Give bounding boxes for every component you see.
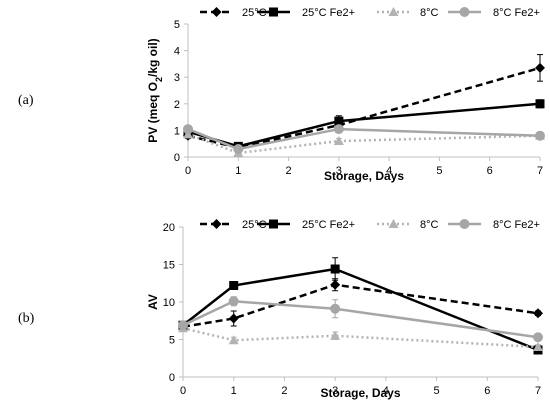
y-tick-label: 0	[174, 152, 180, 164]
x-tick-label: 1	[235, 165, 241, 177]
legend-entry: 8°C	[377, 7, 439, 19]
series-line	[182, 299, 539, 339]
data-point	[228, 313, 239, 324]
data-point	[533, 342, 543, 351]
x-axis-title: Storage, Days	[320, 386, 400, 400]
data-point	[178, 320, 188, 331]
legend-marker	[459, 219, 470, 229]
x-tick-label: 2	[286, 165, 292, 177]
data-point	[334, 116, 344, 126]
series-line	[187, 127, 541, 151]
legend-marker	[269, 7, 278, 17]
series-line	[182, 327, 539, 349]
x-tick-label: 3	[332, 385, 338, 397]
legend-marker	[388, 7, 399, 16]
legend-entry: 8°C Fe2+	[448, 219, 540, 231]
x-tick-label: 5	[436, 165, 442, 177]
data-point	[535, 130, 545, 141]
series-25-c-fe2-	[183, 99, 545, 151]
legend-entry: 25°C Fe2+	[257, 219, 355, 231]
legend-label: 25°C	[242, 7, 267, 19]
y-tick-label: 2	[174, 99, 180, 111]
y-tick-label: 1	[174, 125, 180, 137]
panel-a-pv-chart: 0 1 2 3 4 5 0 1 2 3 4 5 6 7 Storage, Days PV (meq O2/kg…	[18, 7, 545, 183]
series-line	[182, 267, 539, 352]
y-tick-label: 10	[163, 297, 175, 309]
legend-label: 8°C Fe2+	[493, 219, 540, 231]
data-point	[228, 335, 239, 345]
data-point	[228, 296, 239, 307]
legend-label: 25°C	[242, 219, 267, 231]
legend-entry: 25°C Fe2+	[257, 7, 355, 19]
data-point	[330, 279, 341, 290]
panel-label: (b)	[18, 311, 35, 326]
series-8-c-fe2-	[178, 296, 543, 343]
data-point	[233, 144, 244, 155]
data-point	[330, 264, 340, 274]
legend-marker	[388, 219, 399, 228]
legend-entry: 25°C	[200, 7, 267, 19]
legend-label: 8°C	[420, 7, 439, 19]
data-point	[533, 332, 543, 343]
y-tick-label: 4	[174, 46, 180, 58]
x-tick-label: 7	[535, 385, 541, 397]
legend-label: 25°C Fe2+	[302, 7, 355, 19]
panel-label: (a)	[18, 93, 34, 108]
y-tick-label: 5	[174, 19, 180, 31]
x-tick-label: 1	[231, 385, 237, 397]
data-point	[533, 308, 543, 319]
data-point	[330, 303, 341, 314]
x-tick-label: 6	[487, 165, 493, 177]
legend-entry: 25°C	[200, 219, 267, 231]
legend-entry: 8°C	[377, 219, 439, 231]
y-tick-label: 5	[169, 335, 175, 347]
x-tick-label: 4	[386, 165, 392, 177]
series-line	[182, 283, 539, 328]
y-tick-label: 15	[163, 260, 175, 272]
y-tick-label: 3	[174, 72, 180, 84]
y-tick-label: 0	[169, 372, 175, 384]
legend-label: 8°C Fe2+	[493, 7, 540, 19]
x-tick-label: 2	[281, 385, 287, 397]
x-tick-label: 0	[180, 385, 186, 397]
series-line	[187, 133, 541, 155]
x-tick-label: 4	[383, 385, 389, 397]
data-point	[535, 99, 545, 109]
data-point	[330, 330, 341, 340]
legend-marker	[211, 7, 222, 17]
x-tick-label: 3	[336, 165, 342, 177]
legend-label: 25°C Fe2+	[302, 219, 355, 231]
data-point	[183, 124, 193, 135]
legend-label: 8°C	[420, 219, 439, 231]
data-point	[535, 62, 545, 73]
x-tick-label: 5	[434, 385, 440, 397]
legend-entry: 8°C Fe2+	[448, 7, 540, 19]
x-tick-label: 7	[537, 165, 543, 177]
data-point	[333, 136, 344, 146]
panel-b-av-chart: 0 5 10 15 20 0 1 2 3 4 5 6 7 Storage, Days AV (b) 25°C 25…	[18, 219, 543, 400]
data-point	[333, 124, 344, 135]
series-8-c-fe2-	[183, 124, 545, 155]
x-axis-title: Storage, Days	[324, 169, 404, 183]
series-8-c	[178, 323, 543, 351]
legend-marker	[459, 7, 470, 17]
x-tick-label: 6	[484, 385, 490, 397]
series-line	[187, 66, 541, 149]
data-point	[229, 281, 239, 290]
legend-marker	[211, 219, 222, 229]
x-tick-label: 0	[185, 165, 191, 177]
y-axis-title: AV	[146, 294, 160, 310]
y-tick-label: 20	[163, 222, 175, 234]
y-axis-title: PV (meq O2/kg oil)	[146, 38, 164, 142]
legend-marker	[269, 219, 278, 229]
